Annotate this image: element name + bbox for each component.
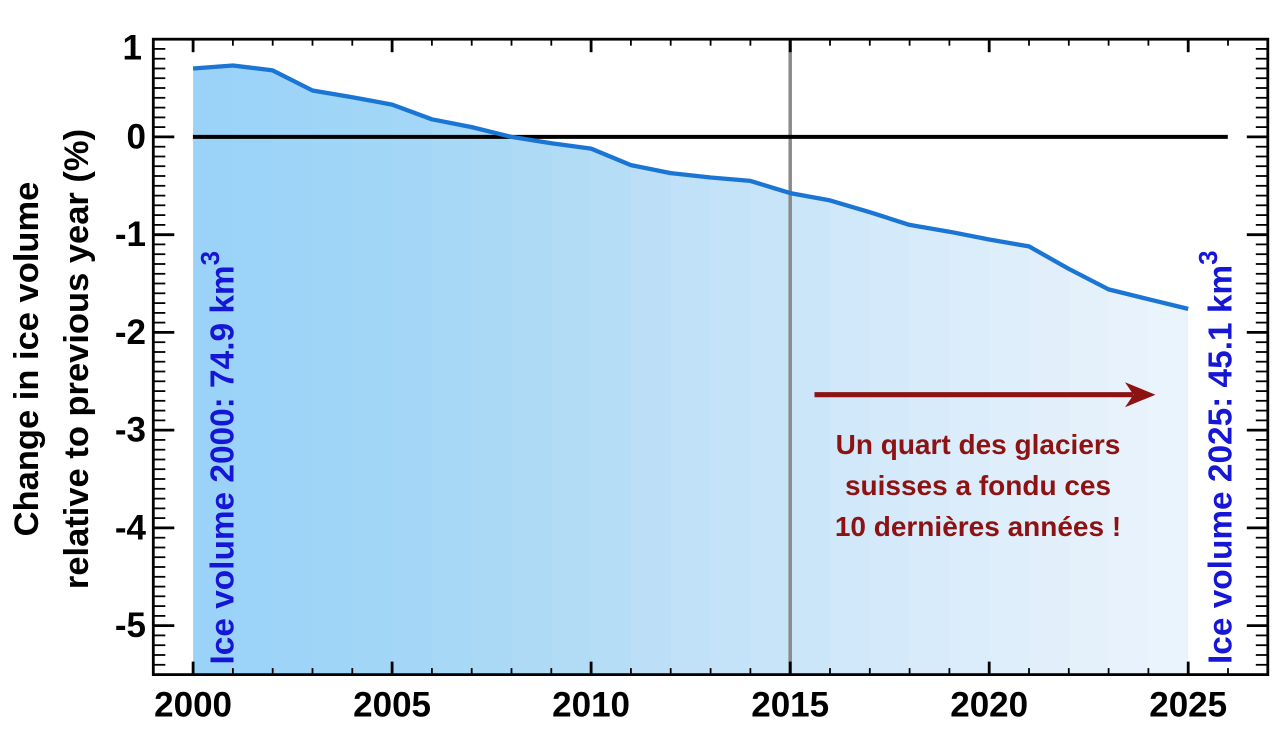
svg-text:-5: -5 xyxy=(115,606,146,645)
svg-text:0: 0 xyxy=(127,117,146,156)
svg-text:-1: -1 xyxy=(115,215,146,254)
svg-text:suisses a fondu ces: suisses a fondu ces xyxy=(845,470,1111,501)
svg-text:-2: -2 xyxy=(115,313,146,352)
svg-text:-4: -4 xyxy=(115,508,147,547)
svg-text:relative to previous year (%): relative to previous year (%) xyxy=(58,129,96,589)
svg-text:Change in ice volume: Change in ice volume xyxy=(8,182,46,537)
svg-text:2010: 2010 xyxy=(552,686,630,725)
svg-text:2005: 2005 xyxy=(353,686,431,725)
svg-text:2015: 2015 xyxy=(751,686,829,725)
svg-text:-3: -3 xyxy=(115,411,146,450)
svg-text:1: 1 xyxy=(123,29,142,68)
svg-text:2000: 2000 xyxy=(154,686,232,725)
svg-text:Un quart des glaciers: Un quart des glaciers xyxy=(836,429,1121,460)
svg-text:10 dernières années !: 10 dernières années ! xyxy=(835,511,1121,542)
svg-text:2025: 2025 xyxy=(1149,686,1227,725)
svg-text:2020: 2020 xyxy=(950,686,1028,725)
